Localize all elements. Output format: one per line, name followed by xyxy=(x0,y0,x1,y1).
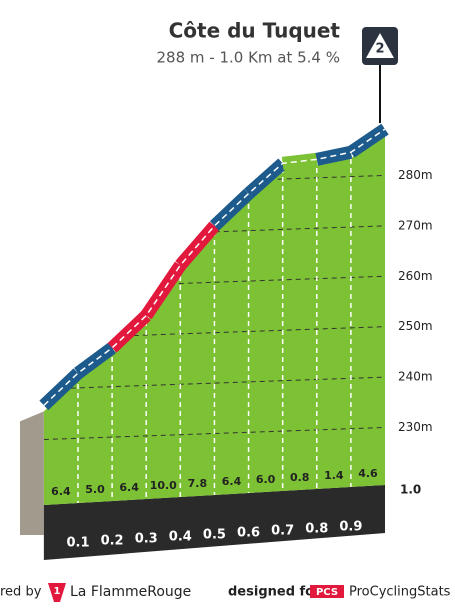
x-tick-label: 0.7 xyxy=(271,524,294,539)
y-tick-label: 240m xyxy=(398,370,433,384)
footer-powered: red by xyxy=(0,585,42,600)
x-tick-label: 0.1 xyxy=(66,536,89,551)
gradient-label: 5.0 xyxy=(85,483,105,496)
gradient-label: 6.4 xyxy=(222,475,242,488)
gradient-segment xyxy=(140,261,186,320)
x-tick-label: 0.6 xyxy=(237,526,260,541)
x-tick-label: 0.5 xyxy=(203,528,226,543)
gradient-label: 4.6 xyxy=(358,467,378,480)
gradient-label: 6.4 xyxy=(119,481,139,494)
y-tick-label: 250m xyxy=(398,319,433,333)
side-face xyxy=(20,411,44,535)
gradient-label: 1.4 xyxy=(324,469,344,482)
x-tick-label: 1.0 xyxy=(400,483,421,497)
category-label: 2 xyxy=(375,42,384,57)
grid-line xyxy=(43,427,385,440)
logo-mark: 1 xyxy=(54,586,61,597)
x-tick-label: 0.2 xyxy=(101,534,124,549)
x-tick-label: 0.3 xyxy=(135,532,158,547)
footer-brand: La FlammeRouge xyxy=(70,584,191,600)
footer-designed: designed for xyxy=(228,585,321,600)
gradient-label: 6.4 xyxy=(51,485,71,498)
chart-title: Côte du Tuquet xyxy=(169,19,341,43)
footer-site: ProCyclingStats xyxy=(349,585,451,600)
gradient-label: 0.8 xyxy=(290,471,310,484)
y-tick-label: 230m xyxy=(398,420,433,434)
gradient-label: 10.0 xyxy=(150,479,177,492)
base-strip xyxy=(43,485,385,560)
pcs-box xyxy=(310,585,344,598)
y-tick-label: 260m xyxy=(398,269,433,283)
logo-shape xyxy=(48,583,66,602)
gradient-label: 7.8 xyxy=(188,477,208,490)
grid-line xyxy=(43,376,385,390)
plot: 230m 240m 250m 260m 270m 280m 0.1 0.2 0.3 0.4 0.5 0… xyxy=(20,123,433,560)
pcs-label: PCS xyxy=(316,587,338,598)
profile-line xyxy=(43,128,386,406)
profile-area xyxy=(43,135,385,506)
gradient-label: 6.0 xyxy=(256,473,276,486)
y-tick-label: 280m xyxy=(398,168,433,182)
footer: red by 1 La FlammeRouge designed for PCS… xyxy=(0,583,451,602)
x-tick-label: 0.8 xyxy=(305,522,328,537)
x-tick-label: 0.9 xyxy=(339,520,362,535)
badge-triangle xyxy=(366,33,394,58)
x-tick-label: 0.4 xyxy=(169,530,192,545)
chart-subtitle: 288 m - 1.0 Km at 5.4 % xyxy=(156,49,340,67)
y-tick-label: 270m xyxy=(398,218,433,232)
